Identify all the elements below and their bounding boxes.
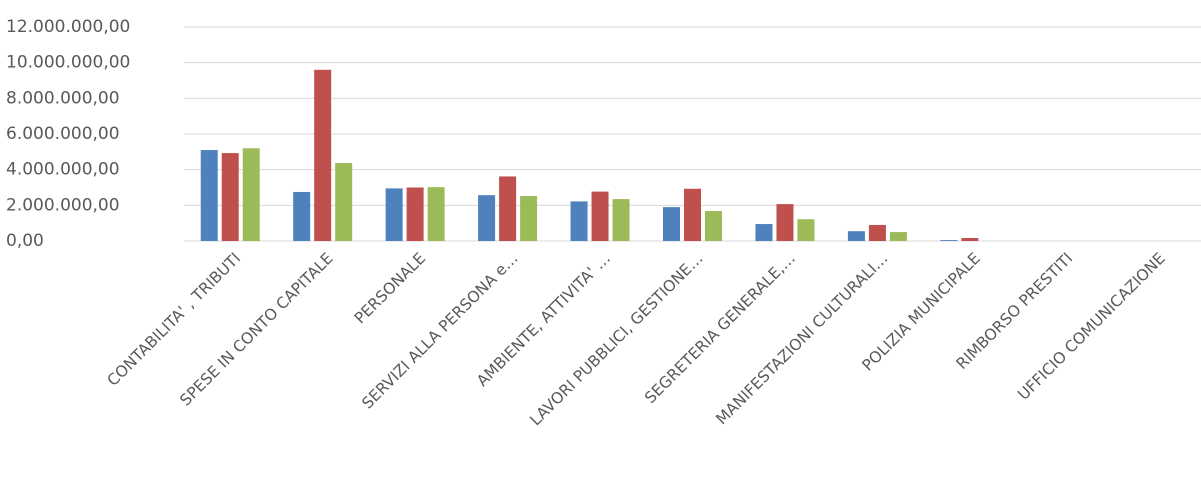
- bar: [663, 207, 680, 241]
- bar: [406, 187, 424, 241]
- y-tick-label: 12.000.000,00: [6, 17, 130, 37]
- bar: [242, 148, 260, 241]
- bar: [591, 191, 609, 241]
- bar: [520, 196, 538, 241]
- x-tick-label: SPESE IN CONTO CAPITALE: [177, 249, 337, 409]
- bar: [776, 204, 794, 241]
- bar: [684, 188, 701, 241]
- bar: [314, 69, 332, 241]
- y-tick-label: 2.000.000,00: [6, 195, 120, 215]
- bar: [940, 240, 958, 241]
- bar: [335, 163, 353, 241]
- bar: [200, 150, 218, 241]
- y-tick-label: 6.000.000,00: [6, 124, 120, 144]
- x-tick-label: PERSONALE: [351, 249, 429, 327]
- x-tick-label: LAVORI PUBBLICI, GESTIONE…: [526, 249, 706, 429]
- x-tick-label: UFFICIO COMUNICAZIONE: [1014, 249, 1168, 403]
- bar: [847, 231, 865, 241]
- y-tick-label: 10.000.000,00: [6, 53, 130, 73]
- y-tick-label: 8.000.000,00: [6, 88, 120, 108]
- bar: [427, 187, 445, 241]
- bar: [385, 188, 403, 241]
- y-tick-label: 0,00: [6, 231, 44, 251]
- bar: [612, 199, 630, 241]
- x-tick-label: SEGRETERIA GENERALE,…: [641, 249, 799, 407]
- x-tick-label: SERVIZI ALLA PERSONA e…: [358, 249, 521, 412]
- bar: [221, 153, 239, 241]
- y-tick-label: 4.000.000,00: [6, 160, 120, 180]
- x-tick-label: MANIFESTAZIONI CULTURALI…: [713, 249, 892, 428]
- bar: [705, 211, 722, 241]
- bar: [499, 176, 517, 241]
- bar: [889, 232, 907, 241]
- bar: [478, 195, 496, 241]
- bar: [868, 224, 886, 241]
- bar: [961, 237, 979, 241]
- bar: [755, 224, 773, 241]
- bar: [797, 219, 815, 241]
- bar: [570, 201, 588, 241]
- bar: [293, 191, 311, 241]
